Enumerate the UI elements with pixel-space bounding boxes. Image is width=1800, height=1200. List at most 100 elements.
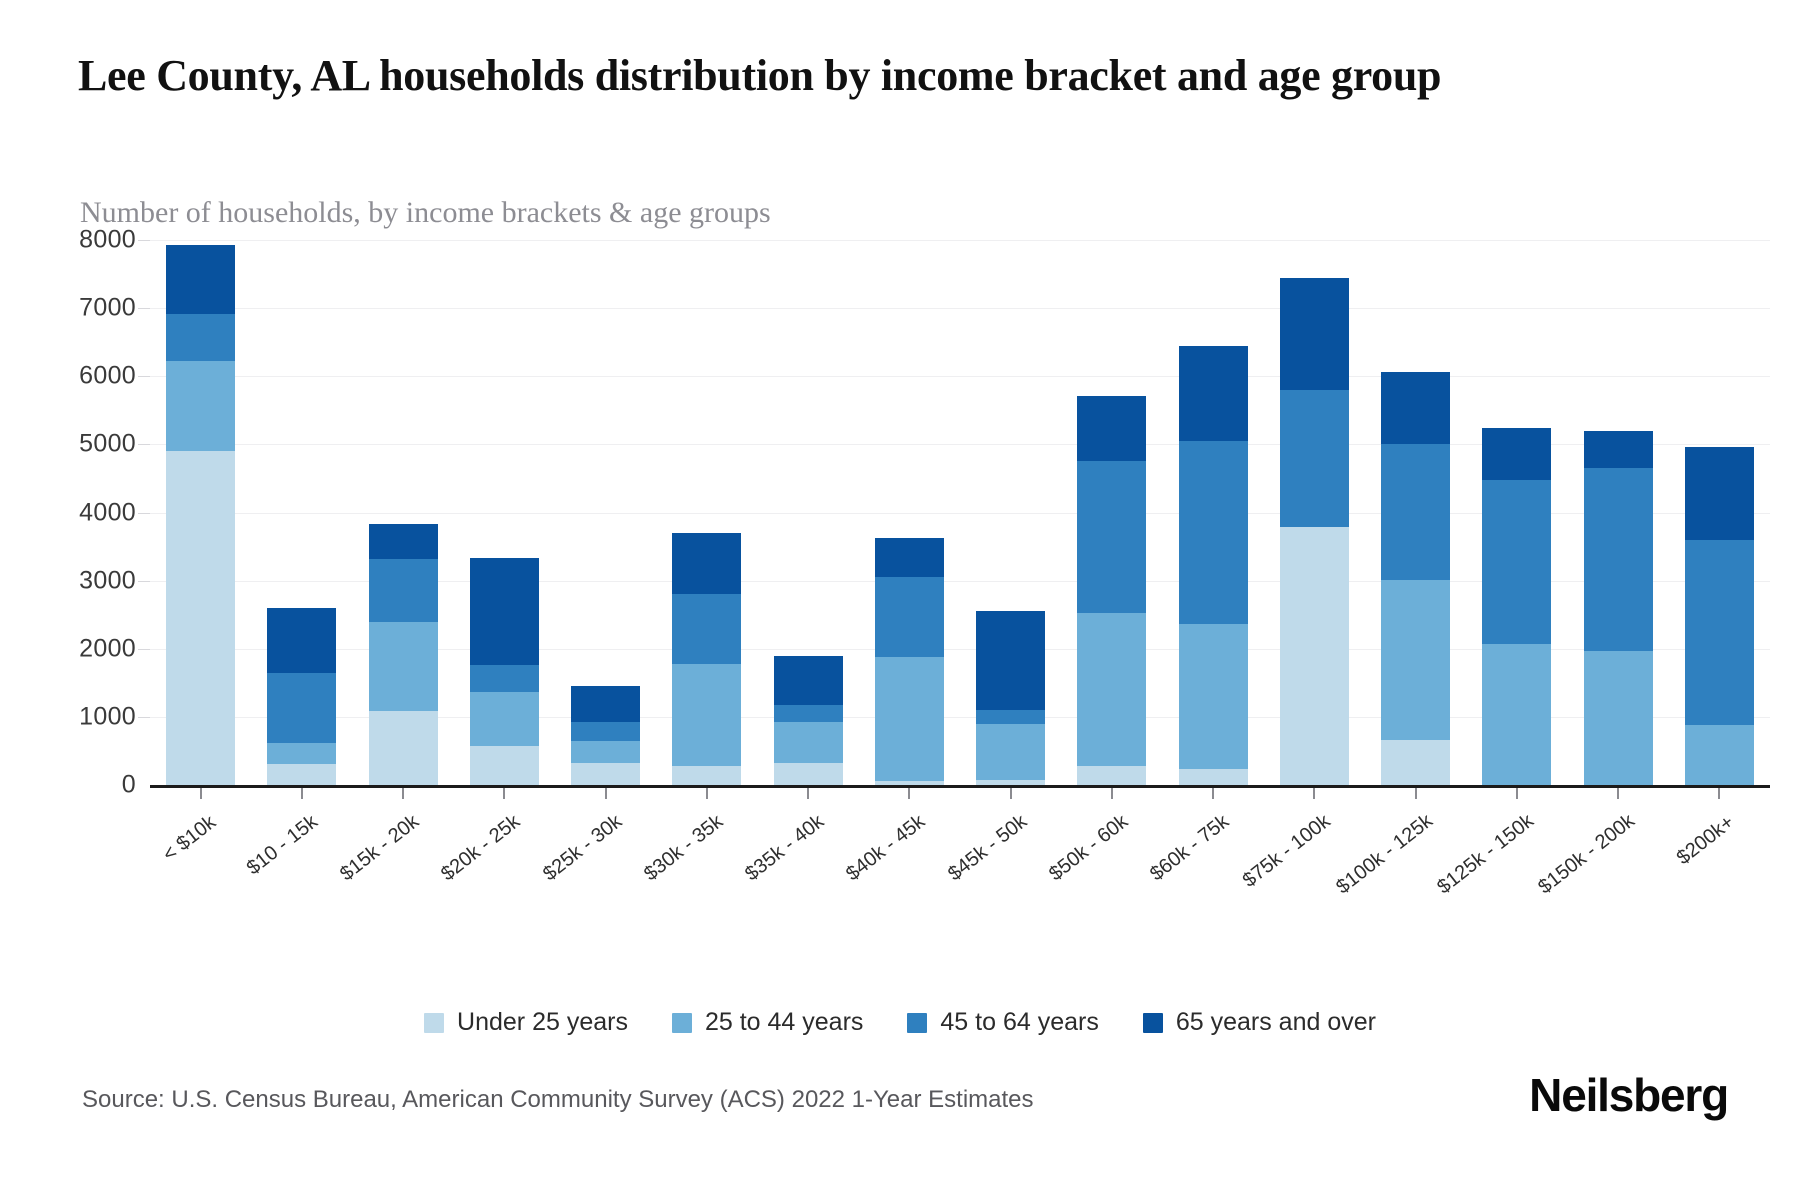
bar-segment[interactable] [1279,389,1349,527]
stacked-bar[interactable] [672,532,742,785]
bar-segment[interactable] [1178,441,1248,624]
stacked-bar[interactable] [166,245,236,785]
bar-segment[interactable] [469,692,539,746]
bar-slot [251,240,352,785]
stacked-bar[interactable] [1178,345,1248,785]
bar-segment[interactable] [368,711,438,785]
bar-segment[interactable] [672,532,742,594]
bar-slot [555,240,656,785]
bar-segment[interactable] [1077,396,1147,461]
x-axis-tick-mark [1009,788,1012,799]
bar-segment[interactable] [1684,447,1754,540]
bar-segment[interactable] [267,673,337,744]
bar-segment[interactable] [1178,345,1248,441]
bar-segment[interactable] [1077,765,1147,785]
stacked-bar[interactable] [1684,447,1754,785]
bar-segment[interactable] [1583,431,1653,468]
stacked-bar[interactable] [773,656,843,785]
bar-segment[interactable] [874,537,944,578]
legend-item[interactable]: 45 to 64 years [907,1008,1099,1037]
x-axis-tick-slot [353,788,454,802]
bar-segment[interactable] [976,710,1046,725]
gridline [150,308,1770,310]
bar-segment[interactable] [1583,467,1653,651]
stacked-bar[interactable] [1077,396,1147,785]
x-axis-tick-slot [251,788,352,802]
bar-segment[interactable] [874,780,944,785]
bar-segment[interactable] [874,577,944,657]
bar-segment[interactable] [267,763,337,785]
x-axis-label-slot: $15k - 20k [336,802,454,922]
bar-segment[interactable] [773,721,843,763]
bar-segment[interactable] [571,686,641,723]
gridline [150,512,1770,514]
stacked-bar[interactable] [1381,371,1451,785]
y-axis-tick-mark [138,580,150,582]
bar-segment[interactable] [1178,769,1248,785]
bar-segment[interactable] [1482,643,1552,785]
bar-segment[interactable] [1482,428,1552,481]
bar-segment[interactable] [672,593,742,664]
bar-segment[interactable] [1077,613,1147,766]
bar-segment[interactable] [1279,526,1349,785]
x-axis-tick-mark [1313,788,1316,799]
x-axis-label-slot: $40k - 45k [842,802,960,922]
y-axis-tick-label: 4000 [79,498,136,526]
bar-segment[interactable] [1178,623,1248,770]
bar-segment[interactable] [166,314,236,362]
bar-segment[interactable] [469,558,539,666]
bar-segment[interactable] [368,524,438,559]
stacked-bar[interactable] [976,611,1046,785]
legend-item[interactable]: 25 to 44 years [671,1008,863,1037]
bar-segment[interactable] [166,451,236,785]
bar-segment[interactable] [469,745,539,785]
bar-segment[interactable] [1684,725,1754,785]
bar-segment[interactable] [1279,278,1349,390]
bar-segment[interactable] [267,607,337,674]
y-axis-tick-label: 3000 [79,566,136,595]
stacked-bar[interactable] [874,537,944,785]
x-axis-tick-mark [402,788,405,799]
bar-segment[interactable] [1482,480,1552,644]
bar-segment[interactable] [368,622,438,712]
bar-segment[interactable] [874,656,944,781]
bar-segment[interactable] [571,740,641,763]
bar-segment[interactable] [1583,650,1653,785]
bar-segment[interactable] [672,765,742,785]
bar-segment[interactable] [1077,460,1147,614]
x-axis-label-slot: $20k - 25k [437,802,555,922]
legend-item[interactable]: 65 years and over [1142,1008,1376,1037]
stacked-bar[interactable] [267,607,337,785]
bar-segment[interactable] [672,663,742,766]
x-axis-tick-mark [503,788,506,799]
bar-segment[interactable] [1381,740,1451,785]
stacked-bar[interactable] [1279,278,1349,785]
bar-segment[interactable] [976,611,1046,711]
bar-segment[interactable] [1381,579,1451,741]
bar-segment[interactable] [267,743,337,764]
x-axis-label-slot: $150k - 200k [1534,802,1669,922]
stacked-bar[interactable] [469,558,539,785]
bar-segment[interactable] [773,762,843,785]
bar-segment[interactable] [1381,443,1451,580]
bar-segment[interactable] [166,245,236,315]
stacked-bar[interactable] [1583,431,1653,785]
bar-segment[interactable] [571,722,641,741]
bar-segment[interactable] [368,558,438,623]
bar-segment[interactable] [1684,539,1754,726]
x-axis-tick-mark [300,788,303,799]
stacked-bar[interactable] [368,524,438,785]
x-axis-label-slot: $50k - 60k [1045,802,1162,922]
legend-item[interactable]: Under 25 years [424,1008,628,1037]
stacked-bar[interactable] [571,686,641,785]
bar-segment[interactable] [571,762,641,785]
stacked-bar[interactable] [1482,428,1552,785]
bar-segment[interactable] [773,704,843,722]
bar-segment[interactable] [773,656,843,705]
bar-segment[interactable] [1381,371,1451,444]
bar-segment[interactable] [166,361,236,452]
bar-segment[interactable] [469,665,539,693]
bar-segment[interactable] [976,724,1046,781]
bar-segment[interactable] [976,780,1046,785]
gridline [150,716,1770,718]
